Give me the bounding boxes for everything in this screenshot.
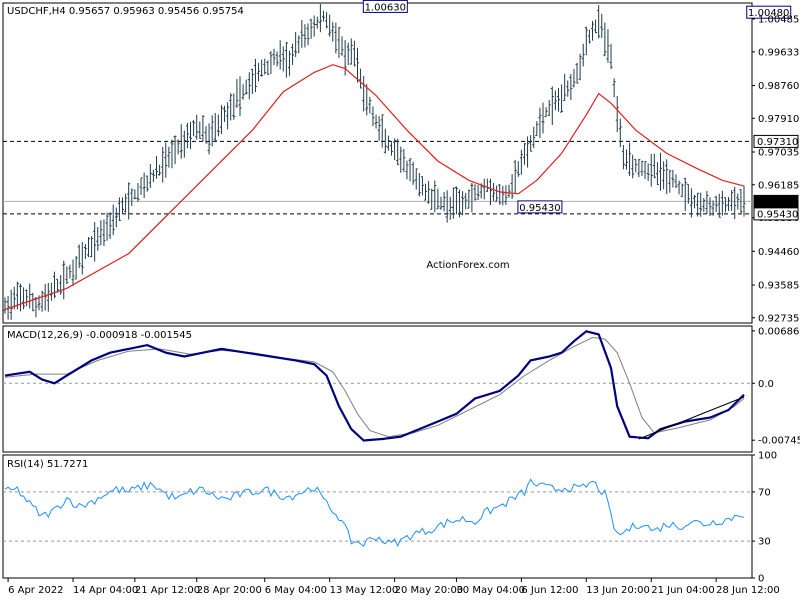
macd-trendline bbox=[638, 396, 745, 440]
x-tick-label: 13 Jun 20:00 bbox=[586, 585, 650, 596]
level-label-2: 0.95430 bbox=[757, 209, 798, 220]
rsi-title: RSI(14) 51.7271 bbox=[7, 459, 88, 470]
annotation-label-1: 1.00480 bbox=[748, 8, 789, 19]
price-ytick-label: 0.97035 bbox=[758, 148, 799, 159]
annotation-box-2 bbox=[517, 200, 563, 214]
level-label-box-2 bbox=[753, 207, 799, 221]
rsi-ytick-label: 100 bbox=[758, 451, 777, 462]
rsi-ytick-label: 30 bbox=[758, 537, 771, 548]
x-tick-label: 28 Apr 20:00 bbox=[197, 585, 262, 596]
macd-ytick-label: 0.006861 bbox=[758, 326, 800, 337]
price-bars bbox=[3, 3, 746, 320]
price-ytick-label: 0.94460 bbox=[758, 247, 799, 258]
x-tick-label: 21 Apr 12:00 bbox=[135, 585, 200, 596]
annotation-label-2: 0.95430 bbox=[519, 203, 560, 214]
annotation-label-0: 1.00630 bbox=[365, 2, 406, 13]
macd-series-macd bbox=[4, 330, 745, 442]
watermark-text: ActionForex.com bbox=[426, 260, 509, 271]
price-ytick-label: 0.96185 bbox=[758, 180, 799, 191]
price-ytick-label: 1.00485 bbox=[758, 15, 799, 26]
x-tick-label: 6 Apr 2022 bbox=[8, 585, 63, 596]
price-ytick-label: 0.93585 bbox=[758, 281, 799, 292]
price-ytick-label: 0.97910 bbox=[758, 114, 799, 125]
x-tick-label: 6 Jun 12:00 bbox=[521, 585, 578, 596]
macd-title: MACD(12,26,9) -0.000918 -0.001545 bbox=[7, 330, 192, 341]
x-tick-label: 30 May 04:00 bbox=[456, 585, 525, 596]
x-tick-label: 28 Jun 12:00 bbox=[716, 585, 780, 596]
level-label-0: 0.97310 bbox=[757, 137, 798, 148]
x-tick-label: 20 May 20:00 bbox=[395, 585, 464, 596]
x-tick-label: 14 Apr 04:00 bbox=[73, 585, 138, 596]
level-label-1: 0.95754 bbox=[757, 197, 798, 208]
x-tick-label: 13 May 12:00 bbox=[330, 585, 399, 596]
level-label-box-0 bbox=[753, 134, 799, 148]
rsi-line bbox=[4, 478, 745, 548]
rsi-ytick-label: 0 bbox=[758, 574, 764, 585]
x-tick-label: 6 May 04:00 bbox=[265, 585, 327, 596]
price-title: USDCHF,H4 0.95657 0.95963 0.95456 0.9575… bbox=[7, 6, 244, 17]
panel-frame-2 bbox=[2, 454, 753, 579]
macd-ytick-label: -0.007454 bbox=[758, 436, 800, 447]
x-tick-label: 21 Jun 04:00 bbox=[651, 585, 715, 596]
macd-series-signal bbox=[4, 336, 745, 438]
macd-ytick-label: 0.0 bbox=[758, 379, 774, 390]
annotation-box-1 bbox=[746, 5, 792, 19]
moving-average-line bbox=[4, 64, 745, 311]
rsi-ytick-label: 70 bbox=[758, 487, 771, 498]
panel-frame-0 bbox=[2, 2, 753, 324]
price-ytick-label: 0.98760 bbox=[758, 81, 799, 92]
annotation-box-0 bbox=[362, 0, 408, 13]
price-ytick-label: 0.92735 bbox=[758, 313, 799, 324]
price-ytick-label: 0.99633 bbox=[758, 47, 799, 58]
